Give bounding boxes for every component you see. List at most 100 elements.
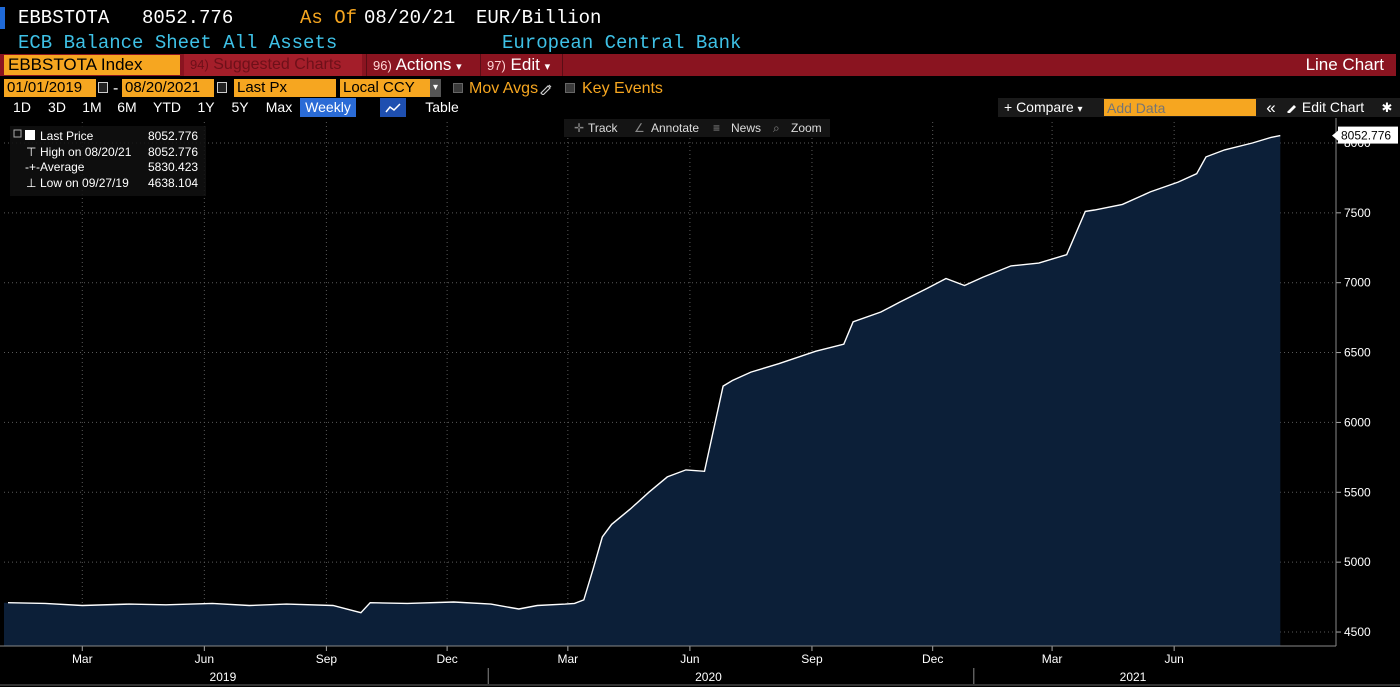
as-of-date: 08/20/21 — [364, 7, 456, 29]
crosshair-icon: ✛ — [574, 121, 584, 135]
menu-divider — [562, 54, 563, 76]
series-area — [4, 135, 1281, 646]
year-label: 2020 — [695, 670, 722, 684]
period-button-max[interactable]: Max — [265, 99, 293, 115]
security-header: EBBSTOTA 8052.776 As Of 08/20/21 EUR/Bil… — [0, 0, 1400, 30]
period-button-ytd[interactable]: YTD — [153, 99, 181, 115]
chart-type-label: Line Chart — [1305, 55, 1384, 74]
add-data-input[interactable] — [1104, 99, 1256, 116]
legend-swatch — [25, 130, 35, 140]
line-chart-icon — [385, 103, 401, 113]
period-button-1d[interactable]: 1D — [13, 99, 31, 115]
x-tick-label: Mar — [72, 652, 93, 666]
actions-number: 96) — [373, 58, 392, 73]
suggested-charts-button[interactable]: 94) Suggested Charts — [184, 54, 362, 76]
y-tick-label: 7500 — [1344, 206, 1371, 220]
legend-background — [10, 126, 206, 196]
y-tick-label: 6000 — [1344, 415, 1371, 429]
zoom-button[interactable]: Zoom — [791, 121, 822, 135]
units-label: EUR/Billion — [476, 7, 602, 29]
table-view-button[interactable]: Table — [425, 99, 459, 115]
year-label: 2019 — [210, 670, 237, 684]
x-axis: Mar Jun Sep Dec Mar Jun Sep Dec Mar Jun 2019 2020 20… — [0, 645, 1400, 686]
chevron-down-icon: ▾ — [544, 61, 551, 73]
x-tick-label: Jun — [195, 652, 214, 666]
chart-view-button[interactable] — [380, 98, 406, 117]
legend-high-value: 8052.776 — [148, 145, 198, 159]
last-value: 8052.776 — [142, 7, 234, 29]
last-value-text: 8052.776 — [1341, 129, 1391, 143]
last-value-badge — [1338, 126, 1398, 144]
chevron-down-icon[interactable]: ▾ — [430, 79, 441, 97]
balance-sheet-chart: 45005000550060006500700075008000 MarJunS… — [0, 118, 1400, 687]
settings-icon[interactable]: ✱ — [1381, 100, 1393, 115]
period-button-weekly[interactable]: Weekly — [300, 98, 356, 117]
chevron-down-icon: ▾ — [1077, 104, 1083, 115]
security-description: ECB Balance Sheet All Assets — [18, 32, 338, 54]
series-line — [7, 134, 1281, 614]
x-tick-label: Dec — [436, 652, 457, 666]
actions-menu-button[interactable]: 96) Actions ▾ — [366, 54, 480, 76]
security-field[interactable]: EBBSTOTA Index — [4, 55, 180, 75]
edit-chart-label: Edit Chart — [1301, 99, 1365, 115]
edit-chart-button[interactable]: Edit Chart — [1286, 98, 1374, 117]
compare-button[interactable]: + Compare ▾ — [998, 98, 1098, 117]
currency-select[interactable]: Local CCY — [340, 79, 430, 97]
ticker-symbol: EBBSTOTA — [18, 7, 110, 29]
annotate-button[interactable]: Annotate — [651, 121, 699, 135]
period-button-1m[interactable]: 1M — [82, 99, 102, 115]
key-events-checkbox[interactable] — [565, 83, 575, 93]
track-button[interactable]: Track — [588, 121, 619, 135]
chart-tools: ✛ Track ∠ Annotate ≡ News ⌕ Zoom — [564, 119, 830, 137]
command-bar: EBBSTOTA Index 94) Suggested Charts 96) … — [0, 54, 1396, 76]
period-button-3d[interactable]: 3D — [48, 99, 66, 115]
as-of-label: As Of — [300, 7, 358, 29]
calendar-icon[interactable] — [98, 82, 108, 93]
x-tick-label: Sep — [316, 652, 338, 666]
mov-avgs-label: Mov Avgs — [469, 80, 539, 97]
edit-menu-button[interactable]: 97) Edit ▾ — [480, 54, 562, 76]
start-date-field[interactable]: 01/01/2019 — [4, 79, 96, 97]
legend-high-label: High on 08/20/21 — [40, 145, 132, 159]
y-axis: 45005000550060006500700075008000 — [1335, 118, 1371, 646]
average-marker-icon: -+- — [25, 160, 40, 174]
pencil-icon — [1287, 105, 1296, 114]
x-tick-label: Jun — [680, 652, 699, 666]
y-tick-label: 6500 — [1344, 346, 1371, 360]
legend-average-label: Average — [40, 160, 85, 174]
data-source: European Central Bank — [502, 32, 742, 54]
calendar-icon[interactable] — [217, 82, 227, 93]
annotate-icon: ∠ — [634, 121, 645, 135]
collapse-icon[interactable]: « — [1266, 98, 1276, 117]
x-tick-label: Jun — [1164, 652, 1183, 666]
y-tick-label: 4500 — [1344, 625, 1371, 639]
end-date-field[interactable]: 08/20/2021 — [122, 79, 214, 97]
date-range-row: 01/01/2019 - 08/20/2021 Last Px Local CC… — [0, 79, 1400, 98]
legend-last-price-value: 8052.776 — [148, 129, 198, 143]
edit-label: Edit — [510, 55, 540, 74]
period-button-1y[interactable]: 1Y — [197, 99, 215, 115]
legend-low-value: 4638.104 — [148, 176, 198, 190]
period-button-6m[interactable]: 6M — [117, 99, 137, 115]
header-accent-bar — [0, 7, 5, 29]
suggested-charts-number: 94) — [190, 57, 209, 72]
legend: Last Price 8052.776 ⊤ High on 08/20/21 8… — [10, 126, 206, 196]
period-selector-row: 1D 3D 1M 6M YTD 1Y 5Y Max Weekly Table + Compare… — [0, 98, 1400, 118]
suggested-charts-label: Suggested Charts — [213, 56, 342, 73]
legend-average-value: 5830.423 — [148, 160, 198, 174]
year-label: 2021 — [1120, 670, 1147, 684]
price-field-select[interactable]: Last Px — [234, 79, 336, 97]
news-button[interactable]: News — [731, 121, 761, 135]
last-value-pointer — [1332, 130, 1338, 141]
y-tick-label: 5000 — [1344, 555, 1371, 569]
key-events-label: Key Events — [582, 80, 663, 97]
compare-label: + Compare — [1004, 99, 1074, 115]
actions-label: Actions — [395, 55, 452, 74]
pencil-icon[interactable] — [539, 82, 552, 95]
y-tick-label: 5500 — [1344, 485, 1371, 499]
news-icon: ≡ — [713, 121, 720, 135]
period-button-5y[interactable]: 5Y — [231, 99, 249, 115]
mov-avgs-checkbox[interactable] — [453, 83, 463, 93]
collapse-legend-icon[interactable] — [13, 129, 22, 138]
low-marker-icon: ⊥ — [26, 176, 36, 190]
